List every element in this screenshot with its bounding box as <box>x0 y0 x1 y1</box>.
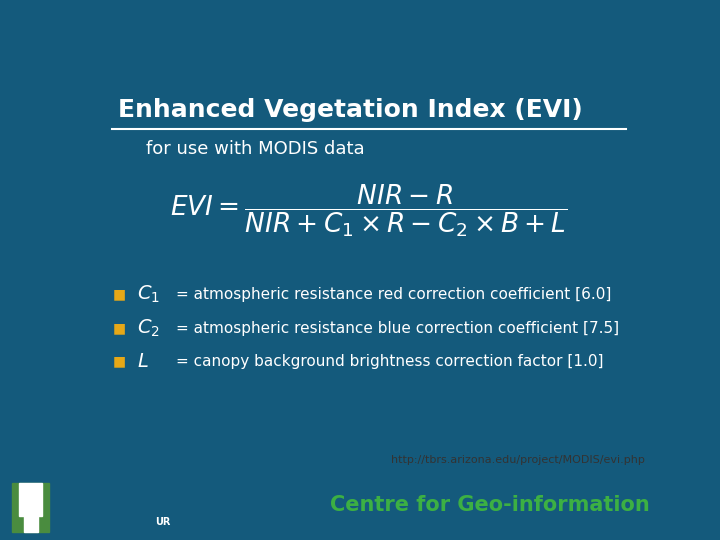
Bar <box>24 513 37 532</box>
Text: Centre for Geo-information: Centre for Geo-information <box>330 495 649 515</box>
Text: = canopy background brightness correction factor [1.0]: = canopy background brightness correctio… <box>176 354 604 369</box>
Text: ■: ■ <box>112 288 125 302</box>
Text: UR: UR <box>155 517 170 528</box>
Text: $EVI = \dfrac{NIR - R}{NIR + C_1 \times R - C_2 \times B + L}$: $EVI = \dfrac{NIR - R}{NIR + C_1 \times … <box>170 182 568 239</box>
Text: http://tbrs.arizona.edu/project/MODIS/evi.php: http://tbrs.arizona.edu/project/MODIS/ev… <box>392 455 645 465</box>
Text: $C_2$: $C_2$ <box>138 318 161 339</box>
Text: Enhanced Vegetation Index (EVI): Enhanced Vegetation Index (EVI) <box>118 98 582 122</box>
Text: WAGENINGEN UNIVERSITY: WAGENINGEN UNIVERSITY <box>58 496 202 507</box>
Text: $L$: $L$ <box>138 352 149 371</box>
Bar <box>12 483 49 532</box>
Bar <box>19 483 42 516</box>
Text: = atmospheric resistance red correction coefficient [6.0]: = atmospheric resistance red correction … <box>176 287 612 302</box>
Text: $C_1$: $C_1$ <box>138 284 161 306</box>
Text: ■: ■ <box>112 321 125 335</box>
Text: for use with MODIS data: for use with MODIS data <box>145 140 364 158</box>
Text: ■: ■ <box>112 354 125 368</box>
Text: = atmospheric resistance blue correction coefficient [7.5]: = atmospheric resistance blue correction… <box>176 321 620 335</box>
Text: WAGENINGEN: WAGENINGEN <box>83 517 158 528</box>
